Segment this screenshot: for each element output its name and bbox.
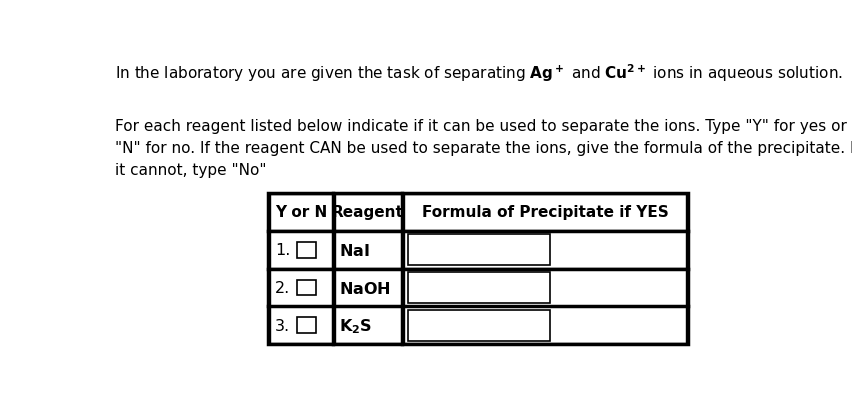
Bar bbox=[408, 310, 550, 341]
Text: For each reagent listed below indicate if it can be used to separate the ions. T: For each reagent listed below indicate i… bbox=[115, 119, 852, 177]
Bar bbox=[296, 318, 316, 334]
Text: $\mathbf{NaOH}$: $\mathbf{NaOH}$ bbox=[338, 280, 390, 296]
Text: 3.: 3. bbox=[275, 318, 290, 333]
Text: In the laboratory you are given the task of separating $\mathbf{Ag^+}$ and $\mat: In the laboratory you are given the task… bbox=[115, 62, 843, 84]
Text: Y or N: Y or N bbox=[274, 205, 327, 220]
Text: $\mathbf{K_2S}$: $\mathbf{K_2S}$ bbox=[338, 316, 371, 335]
Bar bbox=[408, 235, 550, 265]
Text: $\mathbf{NaI}$: $\mathbf{NaI}$ bbox=[338, 242, 369, 258]
Bar bbox=[296, 280, 316, 296]
Text: Formula of Precipitate if YES: Formula of Precipitate if YES bbox=[422, 205, 668, 220]
Text: 1.: 1. bbox=[275, 243, 291, 257]
Bar bbox=[296, 242, 316, 258]
Text: Reagent: Reagent bbox=[332, 205, 404, 220]
Text: 2.: 2. bbox=[275, 280, 291, 295]
Bar bbox=[408, 273, 550, 303]
